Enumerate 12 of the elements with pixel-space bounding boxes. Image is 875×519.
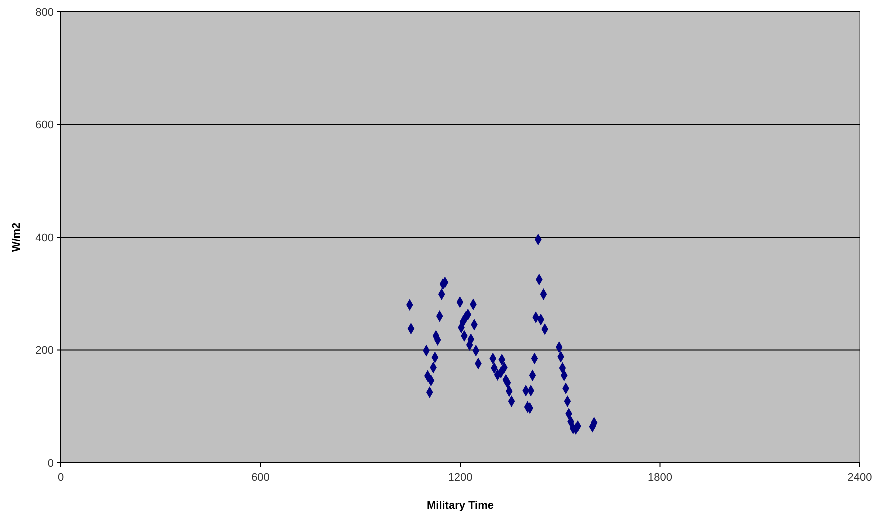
- y-tick-label: 0: [48, 458, 54, 470]
- x-tick-label: 1800: [648, 472, 672, 484]
- y-axis-title: W/m2: [11, 222, 23, 252]
- y-tick-label: 800: [36, 6, 54, 19]
- x-tick-label: 1200: [448, 472, 473, 484]
- x-tick-label: 600: [252, 472, 270, 484]
- x-axis-title: Military Time: [426, 500, 494, 512]
- y-tick-label: 600: [36, 120, 54, 132]
- y-tick-label: 400: [36, 232, 54, 244]
- y-tick-label: 200: [36, 345, 54, 358]
- x-tick-label: 2400: [848, 472, 872, 484]
- x-tick-label: 0: [58, 472, 64, 484]
